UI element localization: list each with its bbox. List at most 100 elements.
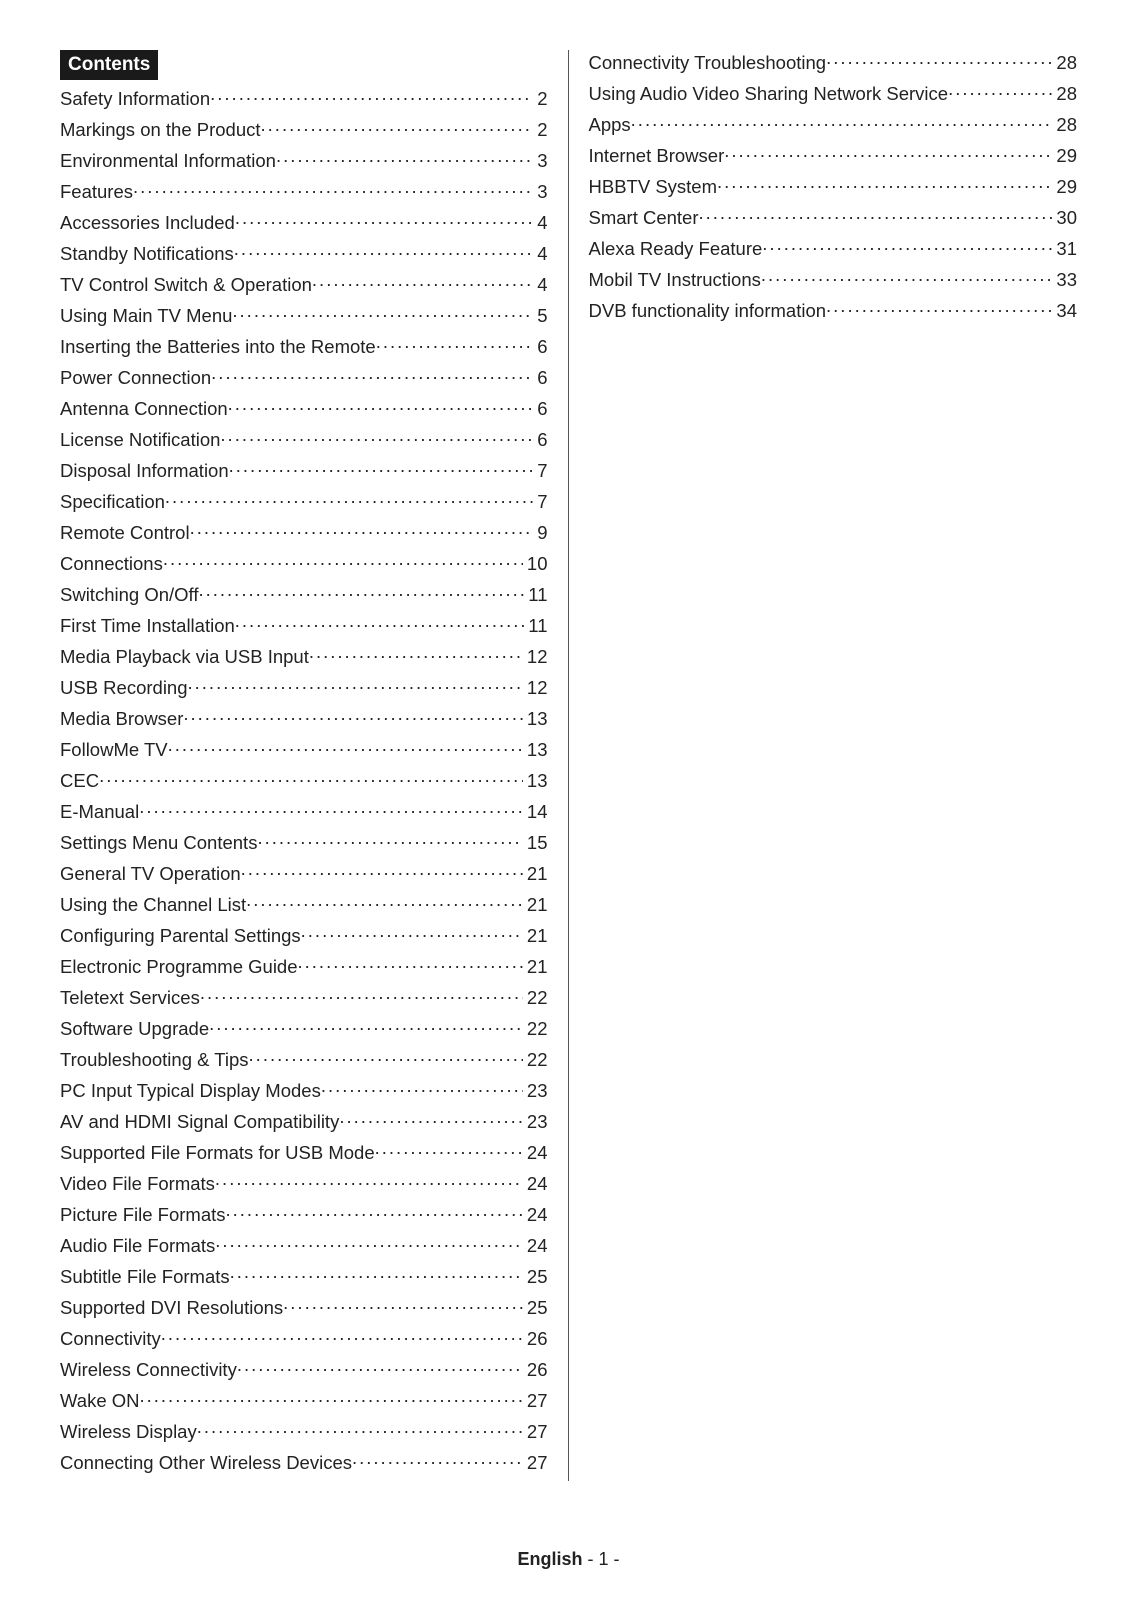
page-footer: English - 1 - (0, 1549, 1137, 1570)
toc-entry-title: Features (60, 181, 133, 203)
toc-entry: Switching On/Off11 (60, 582, 548, 606)
toc-entry-page: 24 (523, 1142, 548, 1164)
toc-entry-title: Wireless Display (60, 1421, 197, 1443)
toc-entry-page: 7 (533, 491, 547, 513)
toc-dot-leader (249, 1047, 523, 1066)
toc-entry-title: HBBTV System (589, 176, 718, 198)
toc-entry-page: 22 (523, 987, 548, 1009)
toc-entry-title: Accessories Included (60, 212, 235, 234)
toc-entry-page: 4 (533, 274, 547, 296)
toc-dot-leader (717, 174, 1052, 193)
toc-entry-title: Markings on the Product (60, 119, 261, 141)
toc-dot-leader (235, 210, 533, 229)
toc-entry-page: 26 (523, 1359, 548, 1381)
toc-entry-page: 5 (533, 305, 547, 327)
toc-entry-page: 27 (523, 1390, 548, 1412)
toc-entry-title: Remote Control (60, 522, 190, 544)
toc-entry-page: 6 (533, 398, 547, 420)
toc-entry-title: Apps (589, 114, 631, 136)
toc-entry-title: Picture File Formats (60, 1204, 226, 1226)
toc-dot-leader (375, 1140, 523, 1159)
toc-entry: Disposal Information7 (60, 458, 548, 482)
toc-entry: HBBTV System 29 (589, 174, 1078, 198)
toc-entry-page: 29 (1052, 176, 1077, 198)
toc-entry: Connecting Other Wireless Devices27 (60, 1450, 548, 1474)
toc-dot-leader (699, 205, 1053, 224)
toc-entry: Remote Control9 (60, 520, 548, 544)
toc-column-right: Connectivity Troubleshooting28Using Audi… (569, 50, 1078, 1481)
toc-entry-page: 21 (523, 956, 548, 978)
toc-entry-title: Settings Menu Contents (60, 832, 257, 854)
toc-entry-title: License Notification (60, 429, 220, 451)
toc-entry: CEC13 (60, 768, 548, 792)
toc-entry: PC Input Typical Display Modes23 (60, 1078, 548, 1102)
toc-entry: Specification 7 (60, 489, 548, 513)
toc-entry: Configuring Parental Settings21 (60, 923, 548, 947)
footer-sep: - (583, 1549, 599, 1569)
toc-dot-leader (188, 675, 523, 694)
toc-dot-leader (761, 267, 1053, 286)
toc-dot-leader (140, 1388, 523, 1407)
toc-entry: E-Manual14 (60, 799, 548, 823)
toc-entry-title: Connectivity (60, 1328, 161, 1350)
toc-entry-page: 21 (523, 925, 548, 947)
toc-entry-page: 26 (523, 1328, 548, 1350)
toc-entry-page: 28 (1052, 83, 1077, 105)
toc-entry-page: 3 (533, 181, 547, 203)
toc-entry-title: Using Audio Video Sharing Network Servic… (589, 83, 949, 105)
toc-entry: FollowMe TV13 (60, 737, 548, 761)
toc-dot-leader (168, 737, 523, 756)
toc-entry-page: 27 (523, 1421, 548, 1443)
toc-entry: USB Recording12 (60, 675, 548, 699)
toc-dot-leader (246, 892, 523, 911)
toc-entry: Accessories Included4 (60, 210, 548, 234)
toc-entry: Using the Channel List21 (60, 892, 548, 916)
toc-entry-page: 13 (523, 708, 548, 730)
toc-entry: Settings Menu Contents 15 (60, 830, 548, 854)
toc-dot-leader (215, 1171, 523, 1190)
toc-dot-leader (99, 768, 523, 787)
toc-entry-title: First Time Installation (60, 615, 235, 637)
toc-dot-leader (161, 1326, 523, 1345)
toc-entry: Standby Notifications4 (60, 241, 548, 265)
toc-dot-leader (631, 112, 1053, 131)
toc-entry-page: 13 (523, 739, 548, 761)
toc-dot-leader (826, 298, 1052, 317)
toc-entry-title: Supported DVI Resolutions (60, 1297, 283, 1319)
toc-entry-title: Teletext Services (60, 987, 200, 1009)
toc-entry: Inserting the Batteries into the Remote6 (60, 334, 548, 358)
toc-entry: Wake ON 27 (60, 1388, 548, 1412)
toc-entry-title: Media Playback via USB Input (60, 646, 309, 668)
toc-entry-page: 11 (524, 584, 547, 606)
toc-entry: Antenna Connection6 (60, 396, 548, 420)
toc-entry: Video File Formats24 (60, 1171, 548, 1195)
toc-entry-title: Wireless Connectivity (60, 1359, 237, 1381)
toc-entry-page: 28 (1052, 114, 1077, 136)
contents-header: Contents (60, 50, 158, 80)
toc-entry-page: 3 (533, 150, 547, 172)
toc-entry-page: 2 (533, 119, 547, 141)
toc-entry-page: 23 (523, 1080, 548, 1102)
toc-dot-leader (312, 272, 533, 291)
toc-dot-leader (321, 1078, 523, 1097)
toc-entry-page: 11 (524, 615, 547, 637)
toc-dot-leader (133, 179, 533, 198)
toc-entry-page: 6 (533, 336, 547, 358)
toc-dot-leader (339, 1109, 523, 1128)
toc-dot-leader (210, 86, 533, 105)
toc-entry-page: 15 (523, 832, 548, 854)
toc-entry-page: 23 (523, 1111, 548, 1133)
toc-dot-leader (228, 396, 534, 415)
toc-entry-page: 24 (523, 1235, 548, 1257)
toc-entry-title: AV and HDMI Signal Compatibility (60, 1111, 339, 1133)
toc-entry: Media Playback via USB Input12 (60, 644, 548, 668)
toc-entry: Using Main TV Menu5 (60, 303, 548, 327)
toc-entry-title: Using the Channel List (60, 894, 246, 916)
toc-entry-title: Power Connection (60, 367, 211, 389)
toc-entry: General TV Operation21 (60, 861, 548, 885)
toc-entry-title: Specification (60, 491, 165, 513)
toc-entry-title: General TV Operation (60, 863, 241, 885)
toc-dot-leader (724, 143, 1052, 162)
toc-entry: Apps 28 (589, 112, 1078, 136)
toc-entry-title: Wake ON (60, 1390, 140, 1412)
